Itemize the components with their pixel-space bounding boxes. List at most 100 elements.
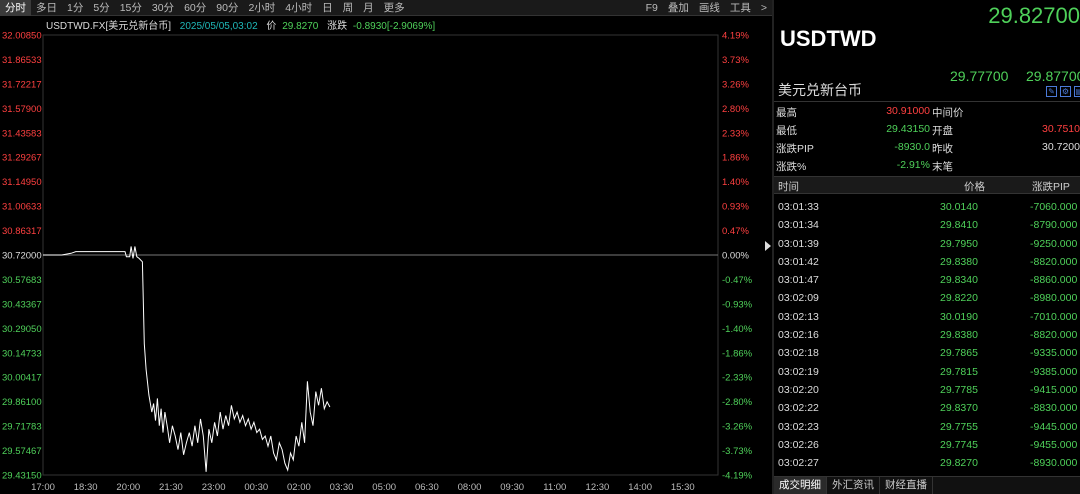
y-tick-label: 32.00850 bbox=[2, 31, 42, 42]
tool-btn[interactable]: 画线 bbox=[698, 2, 720, 14]
tool-btn[interactable]: 工具 bbox=[729, 2, 751, 14]
period-btn[interactable]: 日 bbox=[322, 2, 333, 14]
pct-tick-label: 0.00% bbox=[722, 251, 749, 262]
intraday-chart[interactable]: 32.00850 4.19% 31.86533 3.73% 31.72217 3.26% 3… bbox=[0, 16, 772, 494]
pct-tick-label: 2.33% bbox=[722, 128, 749, 139]
y-tick-label: 29.43150 bbox=[2, 471, 42, 482]
tick-list[interactable]: 03:01:33 30.0140 -7060.000 03:01:34 29.8410 -… bbox=[774, 198, 1080, 472]
settings-icon[interactable]: ⚙ bbox=[1060, 86, 1071, 97]
quote-stats: 最高 30.91000 中间价 最低 29.43150 开盘 30.7510 涨跌PIP -89… bbox=[774, 101, 1080, 174]
x-tick-label: 00:30 bbox=[244, 482, 268, 493]
tick-row[interactable]: 03:02:13 30.0190 -7010.000 bbox=[774, 308, 1080, 326]
tick-time: 03:01:42 bbox=[778, 255, 819, 268]
tick-row[interactable]: 03:02:16 29.8380 -8820.000 bbox=[774, 326, 1080, 344]
tick-change: -9250.000 bbox=[1030, 237, 1078, 250]
tick-row[interactable]: 03:02:27 29.8270 -8930.000 bbox=[774, 454, 1080, 472]
stat-row: 涨跌% -2.91% 末笔 bbox=[774, 156, 1080, 174]
tick-row[interactable]: 03:02:22 29.8370 -8830.000 bbox=[774, 399, 1080, 417]
stat-row: 涨跌PIP -8930.0 昨收 30.7200 bbox=[774, 138, 1080, 156]
x-tick-label: 14:00 bbox=[628, 482, 652, 493]
x-tick-label: 12:30 bbox=[586, 482, 610, 493]
bottom-tab[interactable]: 外汇资讯 bbox=[827, 477, 880, 494]
x-tick-label: 15:30 bbox=[671, 482, 695, 493]
tool-btn[interactable]: > bbox=[760, 2, 767, 14]
tick-time: 03:02:27 bbox=[778, 457, 819, 470]
period-btn[interactable]: 60分 bbox=[184, 2, 207, 14]
period-btn[interactable]: 分时 bbox=[0, 0, 31, 16]
tick-change: -9415.000 bbox=[1030, 383, 1078, 396]
tick-row[interactable]: 03:02:26 29.7745 -9455.000 bbox=[774, 436, 1080, 454]
tool-btn[interactable]: 叠加 bbox=[667, 2, 689, 14]
pct-tick-label: 2.80% bbox=[722, 104, 749, 115]
expand-icon[interactable]: ▤ bbox=[1074, 86, 1080, 97]
chart-info-line: USDTWD.FX[美元兑新台币] 2025/05/05,03:02 价 29.… bbox=[46, 17, 441, 32]
tick-row[interactable]: 03:02:18 29.7865 -9335.000 bbox=[774, 344, 1080, 362]
tick-change: -8980.000 bbox=[1030, 292, 1078, 305]
tick-change: -9455.000 bbox=[1030, 438, 1078, 451]
period-btn[interactable]: 4小时 bbox=[285, 2, 313, 14]
tick-price: 29.7815 bbox=[940, 365, 978, 378]
x-tick-label: 06:30 bbox=[415, 482, 439, 493]
bottom-tab[interactable]: 财经直播 bbox=[880, 477, 933, 494]
price-line bbox=[43, 246, 331, 472]
stat-row: 最低 29.43150 开盘 30.7510 bbox=[774, 120, 1080, 138]
tick-time: 03:02:09 bbox=[778, 292, 819, 305]
period-btn[interactable]: 30分 bbox=[151, 2, 175, 14]
tick-row[interactable]: 03:01:42 29.8380 -8820.000 bbox=[774, 253, 1080, 271]
tick-time: 03:02:18 bbox=[778, 347, 819, 360]
tick-time: 03:02:19 bbox=[778, 365, 819, 378]
tick-row[interactable]: 03:01:34 29.8410 -8790.000 bbox=[774, 216, 1080, 234]
x-tick-label: 03:30 bbox=[330, 482, 354, 493]
quote-panel: 29.82700 USDTWD 29.77700 29.87700 美元兑新台币… bbox=[774, 0, 1080, 494]
tick-price: 29.8380 bbox=[940, 255, 978, 268]
period-btn[interactable]: 多日 bbox=[36, 2, 57, 14]
period-btn[interactable]: 月 bbox=[363, 2, 374, 14]
tick-price: 29.8370 bbox=[940, 402, 978, 415]
edit-icon[interactable]: ✎ bbox=[1046, 86, 1057, 97]
ticks-header-time: 时间 bbox=[778, 181, 799, 193]
period-btn[interactable]: 周 bbox=[342, 2, 354, 14]
stat-value: 29.43150 bbox=[886, 123, 930, 135]
tool-btn[interactable]: F9 bbox=[645, 2, 658, 14]
period-toolbar: 分时 多日 1分 5分 15分 30分 60分 90分 2小时 4小时日周月更多 F9 叠加 画线 工具 > bbox=[0, 0, 772, 16]
tick-change: -8860.000 bbox=[1030, 274, 1078, 287]
y-tick-label: 30.57683 bbox=[2, 275, 42, 286]
tick-row[interactable]: 03:02:23 29.7755 -9445.000 bbox=[774, 418, 1080, 436]
tick-row[interactable]: 03:01:47 29.8340 -8860.000 bbox=[774, 271, 1080, 289]
tick-row[interactable]: 03:02:20 29.7785 -9415.000 bbox=[774, 381, 1080, 399]
bottom-tab[interactable]: 成交明细 bbox=[774, 477, 827, 494]
tick-row[interactable]: 03:01:39 29.7950 -9250.000 bbox=[774, 235, 1080, 253]
y-tick-label: 29.86100 bbox=[2, 397, 42, 408]
stat-label: 涨跌PIP bbox=[776, 143, 814, 155]
tick-change: -9445.000 bbox=[1030, 420, 1078, 433]
tick-row[interactable]: 03:01:33 30.0140 -7060.000 bbox=[774, 198, 1080, 216]
tick-time: 03:02:22 bbox=[778, 402, 819, 415]
play-arrow-icon[interactable] bbox=[765, 241, 771, 251]
tick-price: 29.7755 bbox=[940, 420, 978, 433]
pct-tick-label: -1.40% bbox=[722, 324, 753, 335]
tick-time: 03:02:20 bbox=[778, 383, 819, 396]
info-price: 29.8270 bbox=[282, 21, 319, 32]
period-btn[interactable]: 更多 bbox=[383, 2, 405, 14]
stat-value: -8930.0 bbox=[894, 141, 930, 153]
tick-change: -8790.000 bbox=[1030, 219, 1078, 232]
period-btn[interactable]: 15分 bbox=[119, 2, 142, 14]
tick-row[interactable]: 03:02:09 29.8220 -8980.000 bbox=[774, 289, 1080, 307]
pct-tick-label: -4.19% bbox=[722, 471, 753, 482]
period-btn[interactable]: 90分 bbox=[216, 2, 239, 14]
stat-label: 末笔 bbox=[932, 161, 953, 173]
x-tick-label: 18:30 bbox=[74, 482, 98, 493]
period-btn[interactable]: 1分 bbox=[67, 2, 84, 14]
period-btn[interactable]: 5分 bbox=[93, 2, 110, 14]
panel-divider[interactable] bbox=[772, 0, 774, 494]
pct-tick-label: -0.93% bbox=[722, 299, 753, 310]
tick-change: -8930.000 bbox=[1030, 457, 1078, 470]
y-tick-label: 30.00417 bbox=[2, 373, 42, 384]
y-tick-label: 29.71783 bbox=[2, 422, 42, 433]
pct-tick-label: -2.33% bbox=[722, 373, 753, 384]
period-btn[interactable]: 2小时 bbox=[248, 2, 276, 14]
tick-change: -7010.000 bbox=[1030, 310, 1078, 323]
x-tick-label: 17:00 bbox=[31, 482, 55, 493]
tick-row[interactable]: 03:02:19 29.7815 -9385.000 bbox=[774, 363, 1080, 381]
tick-price: 29.8380 bbox=[940, 329, 978, 342]
